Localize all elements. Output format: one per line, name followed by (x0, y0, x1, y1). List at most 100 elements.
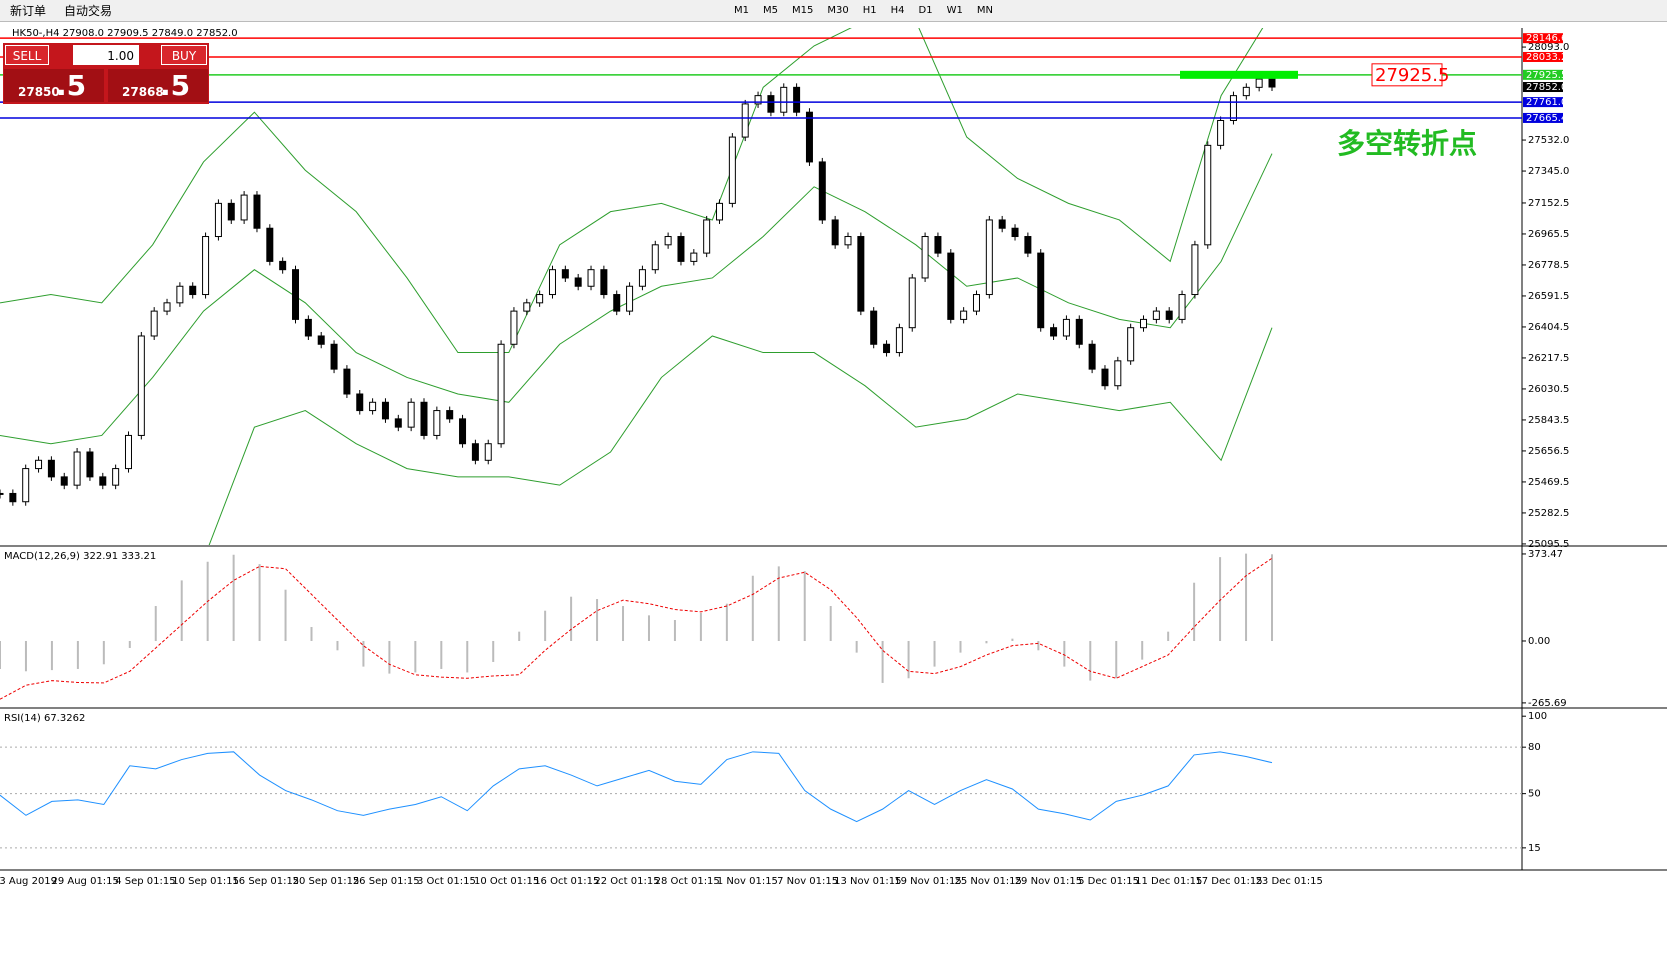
level-label-bg (1523, 69, 1563, 80)
macd-title: MACD(12,26,9) 322.91 333.21 (4, 551, 156, 562)
candle (471, 443, 479, 461)
candle (227, 202, 235, 221)
candle (561, 269, 569, 279)
x-tick-label: 20 Sep 01:15 (293, 876, 360, 887)
candle (304, 318, 312, 337)
x-tick-label: 1 Nov 01:15 (717, 876, 778, 887)
y-tick-label: 15 (1528, 843, 1541, 854)
timeframe[interactable]: W1 (946, 5, 963, 16)
timeframe[interactable]: H1 (862, 5, 877, 16)
candle (780, 86, 788, 113)
candle (1037, 252, 1045, 329)
level-label-bg (1523, 97, 1563, 108)
bollinger-lower (208, 327, 1273, 545)
x-tick-label: 7 Nov 01:15 (777, 876, 838, 887)
candle (703, 219, 711, 254)
x-tick-label: 23 Aug 2019 (0, 876, 57, 887)
level-label-bg (1523, 51, 1563, 62)
candle (1075, 318, 1083, 345)
candle (523, 302, 531, 312)
y-tick-label: 25843.5 (1528, 415, 1569, 426)
candle (1127, 327, 1135, 362)
annotation: 多空转折点 (1337, 127, 1477, 160)
x-tick-label: 17 Dec 01:15 (1195, 876, 1262, 887)
candle (99, 476, 107, 486)
candle (831, 219, 839, 246)
candle (292, 269, 300, 320)
candle (767, 95, 775, 113)
y-tick-label: 100 (1528, 711, 1547, 722)
timeframe[interactable]: H4 (890, 5, 905, 16)
pips: .5 (56, 69, 87, 102)
candle (1152, 310, 1160, 320)
lot-input[interactable]: 1.00 (73, 45, 139, 65)
y-tick-label: 26965.5 (1528, 229, 1569, 240)
timeframe[interactable]: M30 (827, 5, 849, 16)
sell-price[interactable]: 27850.5 (4, 69, 104, 102)
candle (728, 136, 736, 204)
candle (86, 451, 94, 478)
candle (9, 492, 17, 503)
candle (394, 418, 402, 428)
level-label: 27665.4 (1526, 113, 1567, 124)
y-tick-label: 25095.5 (1528, 539, 1569, 550)
x-tick-label: 13 Nov 01:15 (834, 876, 901, 887)
sell-button[interactable]: SELL (5, 45, 49, 65)
candle (1242, 86, 1250, 97)
candle (664, 236, 672, 246)
y-tick-label: 25469.5 (1528, 477, 1569, 488)
candle (253, 194, 261, 229)
current-price-label: 27852.0 (1526, 82, 1567, 93)
candle (330, 343, 338, 370)
x-tick-label: 22 Oct 01:15 (594, 876, 659, 887)
candle (651, 244, 659, 271)
candle (1204, 144, 1212, 246)
timeframe[interactable]: M1 (734, 5, 750, 16)
buy-button[interactable]: BUY (161, 45, 207, 65)
candle (1114, 360, 1122, 387)
candle (1268, 78, 1276, 88)
level-label-bg (1523, 33, 1563, 44)
candle (1229, 95, 1237, 121)
toolbar: 新订单 自动交易 M1 M5 M15 M30 H1 H4 D1 W1 MN (0, 0, 1667, 22)
level-label-bg (1523, 112, 1563, 123)
y-tick-label: -265.69 (1528, 698, 1567, 709)
x-tick-label: 19 Nov 01:15 (894, 876, 961, 887)
candle (73, 451, 81, 486)
candle (677, 236, 685, 262)
main-plot (0, 28, 1276, 545)
candle (1050, 327, 1058, 337)
x-tick-label: 28 Oct 01:15 (655, 876, 720, 887)
candle (972, 294, 980, 312)
toolbar-button[interactable]: 新订单 (10, 4, 47, 18)
buy-price[interactable]: 27868.5 (108, 69, 208, 102)
candle (1140, 318, 1148, 329)
candle (266, 227, 274, 262)
candle (600, 269, 608, 296)
y-tick-label: 80 (1528, 742, 1541, 753)
candle (497, 343, 505, 445)
toolbar-button[interactable]: 自动交易 (64, 4, 113, 18)
x-tick-label: 11 Dec 01:15 (1135, 876, 1202, 887)
timeframe[interactable]: D1 (918, 5, 933, 16)
pips: .5 (160, 69, 191, 102)
candle (343, 368, 351, 395)
candle (124, 434, 132, 470)
candle (112, 468, 120, 486)
candle (279, 260, 287, 271)
candle (587, 269, 595, 287)
candle (35, 459, 43, 470)
rsi-line (0, 751, 1273, 823)
candle (420, 401, 428, 436)
timeframe[interactable]: MN (976, 5, 993, 16)
candle (484, 443, 492, 461)
marker-bar (1180, 70, 1298, 79)
candle (1011, 227, 1019, 238)
candle (1191, 244, 1199, 296)
chart-header: HK50-,H4 27908.0 27909.5 27849.0 27852.0 (12, 28, 238, 39)
timeframe[interactable]: M15 (792, 5, 814, 16)
timeframe[interactable]: M5 (763, 5, 779, 16)
candle (60, 476, 68, 486)
y-tick-label: 25282.5 (1528, 508, 1569, 519)
